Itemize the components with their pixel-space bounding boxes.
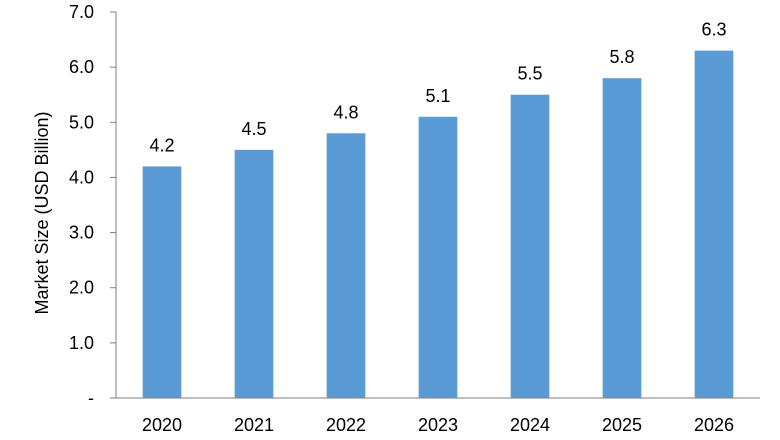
data-label-2022: 4.8 (333, 102, 358, 122)
y-axis-ticks: - 1.0 2.0 3.0 4.0 5.0 6.0 7.0 (69, 2, 116, 408)
y-tick-label: 1.0 (69, 333, 94, 353)
data-label-2023: 5.1 (425, 86, 450, 106)
bar-2023 (418, 116, 458, 399)
bars (142, 50, 734, 399)
x-tick-label-2024: 2024 (510, 415, 550, 435)
y-tick-label: - (88, 388, 94, 408)
x-tick-label-2023: 2023 (418, 415, 458, 435)
y-axis-title: Market Size (USD Billion) (32, 111, 52, 314)
y-tick-label: 6.0 (69, 57, 94, 77)
y-tick-label: 5.0 (69, 112, 94, 132)
y-tick-label: 4.0 (69, 167, 94, 187)
bar-2022 (326, 133, 366, 399)
x-tick-label-2025: 2025 (602, 415, 642, 435)
bar-2024 (510, 94, 550, 398)
data-label-2024: 5.5 (517, 64, 542, 84)
bar-2021 (234, 149, 274, 398)
x-tick-label-2021: 2021 (234, 415, 274, 435)
bar-2026 (694, 50, 734, 398)
data-label-2026: 6.3 (701, 20, 726, 40)
bar-2020 (142, 166, 182, 398)
data-label-2020: 4.2 (149, 135, 174, 155)
x-tick-label-2026: 2026 (694, 415, 734, 435)
x-axis-ticks: 2020 2021 2022 2023 2024 2025 2026 (142, 415, 734, 435)
y-tick-label: 7.0 (69, 2, 94, 22)
data-label-2025: 5.8 (609, 47, 634, 67)
data-labels: 4.2 4.5 4.8 5.1 5.5 5.8 6.3 (149, 20, 726, 156)
data-label-2021: 4.5 (241, 119, 266, 139)
y-tick-label: 3.0 (69, 223, 94, 243)
x-tick-label-2020: 2020 (142, 415, 182, 435)
y-tick-label: 2.0 (69, 278, 94, 298)
bar-2025 (602, 78, 642, 399)
x-tick-label-2022: 2022 (326, 415, 366, 435)
